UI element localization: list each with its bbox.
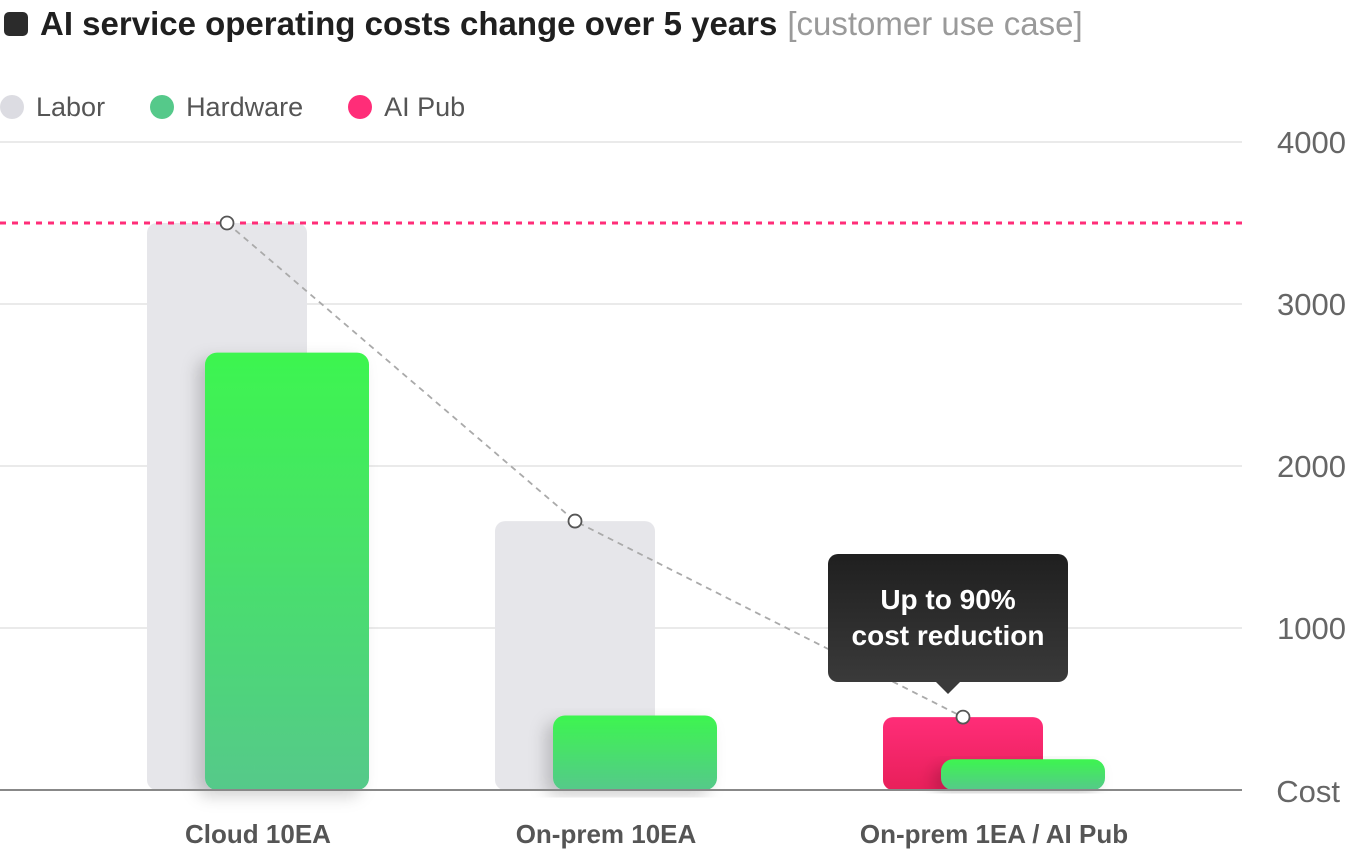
legend-dot-icon <box>150 95 175 119</box>
legend-item-hardware: Hardware <box>150 92 303 123</box>
y-tick-label: 4000 <box>1277 125 1346 160</box>
y-tick-label: 1000 <box>1277 611 1346 646</box>
trend-point <box>567 513 583 529</box>
legend: Labor Hardware AI Pub <box>0 88 510 126</box>
y-axis-label: Cost <box>1276 774 1340 809</box>
chart-subtitle: [customer use case] <box>787 5 1083 42</box>
tooltip-line-1: Up to 90% <box>880 584 1016 615</box>
legend-item-labor: Labor <box>0 92 105 123</box>
legend-label: Hardware <box>186 91 304 122</box>
tooltip-arrow-icon <box>935 681 961 694</box>
chart-title: AI service operating costs change over 5… <box>40 5 778 42</box>
bar-hardware <box>941 759 1105 790</box>
legend-item-ai-pub: AI Pub <box>348 92 465 123</box>
legend-label: AI Pub <box>384 91 466 122</box>
cost-reduction-tooltip: Up to 90% cost reduction <box>828 554 1068 682</box>
y-tick-label: 3000 <box>1277 287 1346 322</box>
x-tick-label: On-prem 1EA / AI Pub <box>860 819 1128 849</box>
chart-title-row: AI service operating costs change over 5… <box>4 2 1083 46</box>
legend-label: Labor <box>36 91 106 122</box>
x-tick-label: Cloud 10EA <box>185 819 331 849</box>
trend-point <box>219 215 235 231</box>
bar-hardware <box>205 352 369 790</box>
trend-point <box>955 709 971 725</box>
bar-hardware <box>553 715 717 790</box>
legend-dot-icon <box>0 95 24 119</box>
legend-dot-icon <box>348 95 373 119</box>
y-tick-label: 2000 <box>1277 449 1346 484</box>
x-tick-label: On-prem 10EA <box>516 819 697 849</box>
tooltip-line-2: cost reduction <box>851 620 1045 651</box>
title-square-icon <box>4 12 28 36</box>
